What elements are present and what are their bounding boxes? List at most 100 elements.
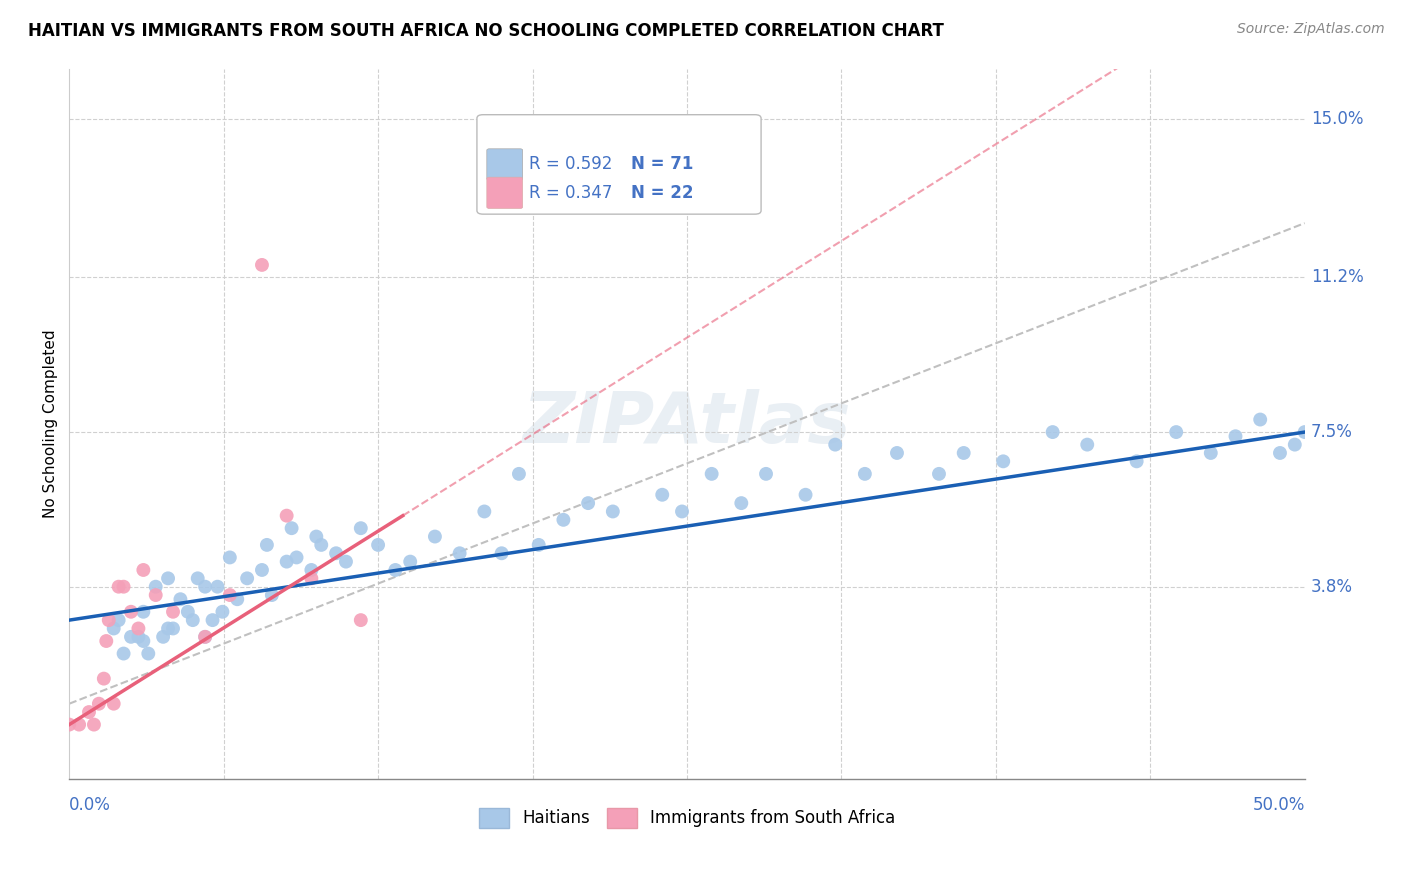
- Point: [120, 630, 142, 644]
- Point: [112, 647, 135, 661]
- Point: [194, 630, 217, 644]
- Text: 0.0%: 0.0%: [69, 796, 111, 814]
- Point: [181, 613, 204, 627]
- Point: [527, 538, 550, 552]
- Text: 3.8%: 3.8%: [1310, 578, 1353, 596]
- Point: [211, 605, 233, 619]
- Point: [112, 580, 135, 594]
- Point: [305, 530, 328, 544]
- Point: [1284, 437, 1306, 451]
- Point: [107, 580, 129, 594]
- Point: [335, 555, 357, 569]
- Point: [169, 592, 191, 607]
- Point: [103, 697, 125, 711]
- Text: R = 0.592: R = 0.592: [529, 155, 612, 173]
- Point: [651, 488, 673, 502]
- Point: [299, 571, 322, 585]
- Point: [107, 613, 129, 627]
- Point: [132, 634, 155, 648]
- Text: HAITIAN VS IMMIGRANTS FROM SOUTH AFRICA NO SCHOOLING COMPLETED CORRELATION CHART: HAITIAN VS IMMIGRANTS FROM SOUTH AFRICA …: [28, 22, 943, 40]
- Point: [449, 546, 471, 560]
- Text: N = 71: N = 71: [631, 155, 693, 173]
- Point: [58, 717, 80, 731]
- Point: [276, 508, 298, 523]
- Text: 50.0%: 50.0%: [1253, 796, 1305, 814]
- Point: [423, 530, 446, 544]
- Point: [127, 622, 149, 636]
- Point: [260, 588, 283, 602]
- Point: [384, 563, 406, 577]
- Point: [162, 622, 184, 636]
- Point: [755, 467, 778, 481]
- Point: [671, 504, 693, 518]
- Point: [1225, 429, 1247, 443]
- Point: [730, 496, 752, 510]
- Text: Source: ZipAtlas.com: Source: ZipAtlas.com: [1237, 22, 1385, 37]
- Point: [201, 613, 224, 627]
- Point: [77, 705, 100, 719]
- Point: [1166, 425, 1188, 439]
- Text: N = 22: N = 22: [631, 184, 695, 202]
- Point: [1125, 454, 1147, 468]
- Text: R = 0.347: R = 0.347: [529, 184, 612, 202]
- Point: [83, 717, 105, 731]
- Point: [132, 605, 155, 619]
- Point: [886, 446, 908, 460]
- Point: [136, 647, 159, 661]
- Point: [576, 496, 599, 510]
- Point: [145, 588, 167, 602]
- Point: [853, 467, 876, 481]
- Point: [145, 580, 167, 594]
- Point: [399, 555, 422, 569]
- Point: [187, 571, 209, 585]
- Point: [250, 563, 273, 577]
- Point: [1294, 425, 1316, 439]
- FancyBboxPatch shape: [486, 149, 523, 180]
- Point: [1249, 412, 1271, 426]
- Point: [350, 521, 373, 535]
- Point: [93, 672, 115, 686]
- Point: [309, 538, 332, 552]
- Point: [194, 630, 217, 644]
- Point: [194, 580, 217, 594]
- Point: [700, 467, 723, 481]
- Point: [285, 550, 308, 565]
- Point: [280, 521, 302, 535]
- Point: [491, 546, 513, 560]
- Point: [299, 563, 322, 577]
- Point: [157, 622, 180, 636]
- Y-axis label: No Schooling Completed: No Schooling Completed: [44, 329, 58, 518]
- Point: [157, 571, 180, 585]
- Point: [162, 605, 184, 619]
- Point: [236, 571, 259, 585]
- Point: [256, 538, 278, 552]
- Point: [218, 550, 240, 565]
- FancyBboxPatch shape: [486, 178, 523, 209]
- Point: [250, 258, 273, 272]
- Point: [276, 555, 298, 569]
- Point: [132, 563, 155, 577]
- Point: [1076, 437, 1098, 451]
- Text: ZIPAtlas: ZIPAtlas: [523, 389, 851, 458]
- Point: [824, 437, 846, 451]
- Point: [350, 613, 373, 627]
- Point: [1042, 425, 1064, 439]
- Legend: Haitians, Immigrants from South Africa: Haitians, Immigrants from South Africa: [472, 801, 901, 835]
- Text: 11.2%: 11.2%: [1310, 268, 1364, 286]
- FancyBboxPatch shape: [477, 115, 761, 214]
- Point: [67, 717, 90, 731]
- Point: [993, 454, 1015, 468]
- Text: 7.5%: 7.5%: [1310, 423, 1353, 441]
- Point: [367, 538, 389, 552]
- Point: [508, 467, 530, 481]
- Point: [96, 634, 118, 648]
- Point: [226, 592, 249, 607]
- Point: [794, 488, 817, 502]
- Text: 15.0%: 15.0%: [1310, 110, 1364, 128]
- Point: [103, 622, 125, 636]
- Point: [325, 546, 347, 560]
- Point: [1268, 446, 1291, 460]
- Point: [127, 630, 149, 644]
- Point: [553, 513, 575, 527]
- Point: [120, 605, 142, 619]
